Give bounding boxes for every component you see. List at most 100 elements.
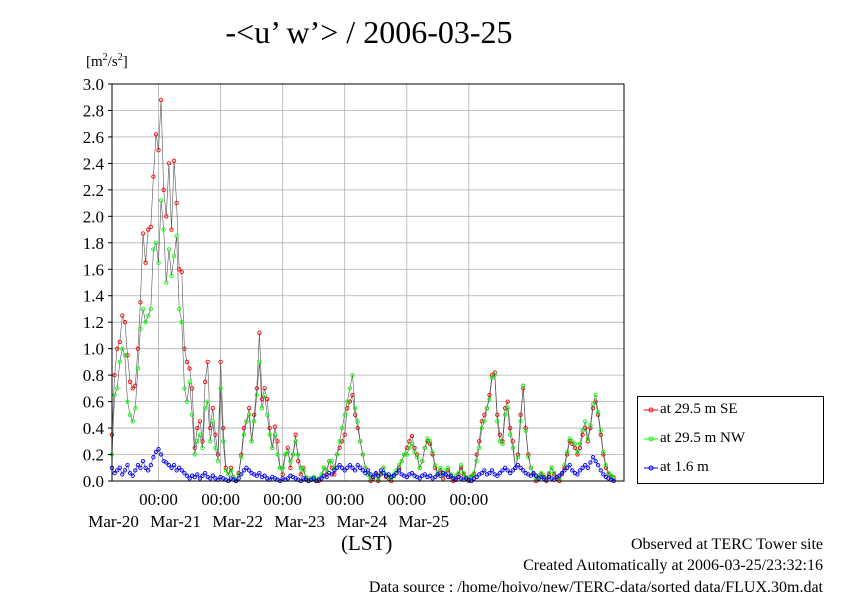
data-point bbox=[412, 445, 417, 451]
data-point bbox=[324, 474, 329, 480]
data-point bbox=[505, 468, 510, 473]
data-point bbox=[342, 412, 347, 417]
data-point bbox=[280, 472, 285, 477]
data-point bbox=[166, 161, 172, 166]
footer-observed: Observed at TERC Tower site bbox=[630, 536, 823, 553]
data-point bbox=[197, 476, 203, 481]
data-point bbox=[420, 458, 425, 464]
data-point bbox=[156, 260, 161, 265]
data-point bbox=[363, 465, 368, 470]
data-point bbox=[409, 433, 415, 439]
data-point bbox=[208, 439, 213, 444]
data-point bbox=[133, 406, 138, 411]
data-point bbox=[171, 158, 177, 163]
data-point bbox=[479, 425, 484, 431]
data-point bbox=[122, 353, 128, 358]
data-point bbox=[146, 313, 151, 318]
y-tick-label: 1.6 bbox=[83, 260, 104, 279]
data-point bbox=[125, 399, 130, 404]
data-point bbox=[518, 412, 523, 417]
x-tick-time: 00:00 bbox=[263, 490, 302, 509]
data-point bbox=[153, 132, 159, 137]
data-point bbox=[164, 460, 169, 465]
data-point bbox=[603, 465, 609, 470]
data-point bbox=[601, 449, 606, 455]
data-point bbox=[438, 473, 443, 478]
data-point bbox=[228, 468, 234, 473]
data-point bbox=[332, 465, 337, 470]
series-1 bbox=[109, 198, 616, 482]
data-point bbox=[396, 468, 402, 473]
data-point bbox=[174, 468, 179, 473]
data-point bbox=[226, 472, 231, 477]
data-point bbox=[241, 425, 247, 431]
data-point bbox=[169, 227, 174, 232]
data-point bbox=[495, 473, 500, 478]
data-point bbox=[125, 462, 130, 468]
data-point bbox=[399, 458, 404, 464]
x-tick-date: Mar-20 bbox=[88, 512, 139, 531]
y-tick-label: 0.0 bbox=[83, 472, 104, 491]
data-point bbox=[246, 412, 252, 417]
data-point bbox=[497, 432, 503, 437]
data-point bbox=[577, 445, 583, 451]
x-tick-date: Mar-23 bbox=[274, 512, 325, 531]
data-point bbox=[492, 370, 497, 375]
data-point bbox=[562, 462, 567, 468]
data-point bbox=[489, 372, 495, 378]
data-point bbox=[164, 280, 169, 285]
data-point bbox=[446, 465, 451, 470]
data-point bbox=[329, 472, 334, 477]
data-point bbox=[337, 462, 342, 468]
data-point bbox=[259, 406, 265, 411]
data-point bbox=[564, 449, 570, 455]
data-point bbox=[564, 465, 570, 470]
data-point bbox=[293, 439, 298, 444]
data-point bbox=[202, 470, 208, 476]
data-point bbox=[567, 436, 572, 441]
data-point bbox=[179, 468, 184, 473]
data-point bbox=[151, 455, 156, 460]
data-point bbox=[182, 386, 187, 391]
data-point bbox=[140, 231, 146, 236]
y-unit-sup: 2 bbox=[102, 52, 108, 63]
data-point bbox=[391, 473, 397, 478]
data-point bbox=[531, 470, 536, 476]
legend-marker-low bbox=[644, 465, 658, 471]
data-point bbox=[489, 468, 495, 473]
data-point bbox=[363, 470, 368, 476]
data-point bbox=[148, 462, 153, 468]
data-point bbox=[334, 452, 340, 457]
data-point bbox=[153, 240, 159, 245]
data-point bbox=[409, 441, 415, 447]
data-point bbox=[177, 465, 182, 470]
data-point bbox=[502, 406, 508, 411]
data-point bbox=[440, 476, 446, 481]
data-point bbox=[378, 468, 384, 473]
y-tick-label: 3.0 bbox=[83, 75, 104, 94]
data-point bbox=[433, 462, 438, 468]
data-point bbox=[267, 432, 272, 437]
data-point bbox=[115, 468, 120, 473]
data-point bbox=[327, 458, 332, 464]
data-point bbox=[433, 465, 438, 470]
data-point bbox=[402, 452, 407, 457]
x-tick-time: 00:00 bbox=[387, 490, 426, 509]
data-point bbox=[521, 383, 526, 388]
y-tick-label: 1.0 bbox=[83, 340, 104, 359]
data-point bbox=[200, 473, 205, 478]
data-point bbox=[208, 476, 213, 481]
data-point bbox=[458, 465, 464, 470]
data-point bbox=[448, 473, 453, 478]
data-point bbox=[350, 372, 355, 378]
data-point bbox=[593, 458, 598, 464]
x-tick-date: Mar-25 bbox=[399, 512, 450, 531]
data-point bbox=[236, 472, 241, 477]
data-point bbox=[601, 472, 606, 477]
data-point bbox=[135, 366, 141, 371]
data-point bbox=[202, 406, 208, 411]
data-point bbox=[257, 470, 262, 476]
data-point bbox=[533, 476, 539, 481]
data-point bbox=[446, 468, 451, 473]
data-point bbox=[210, 406, 215, 411]
